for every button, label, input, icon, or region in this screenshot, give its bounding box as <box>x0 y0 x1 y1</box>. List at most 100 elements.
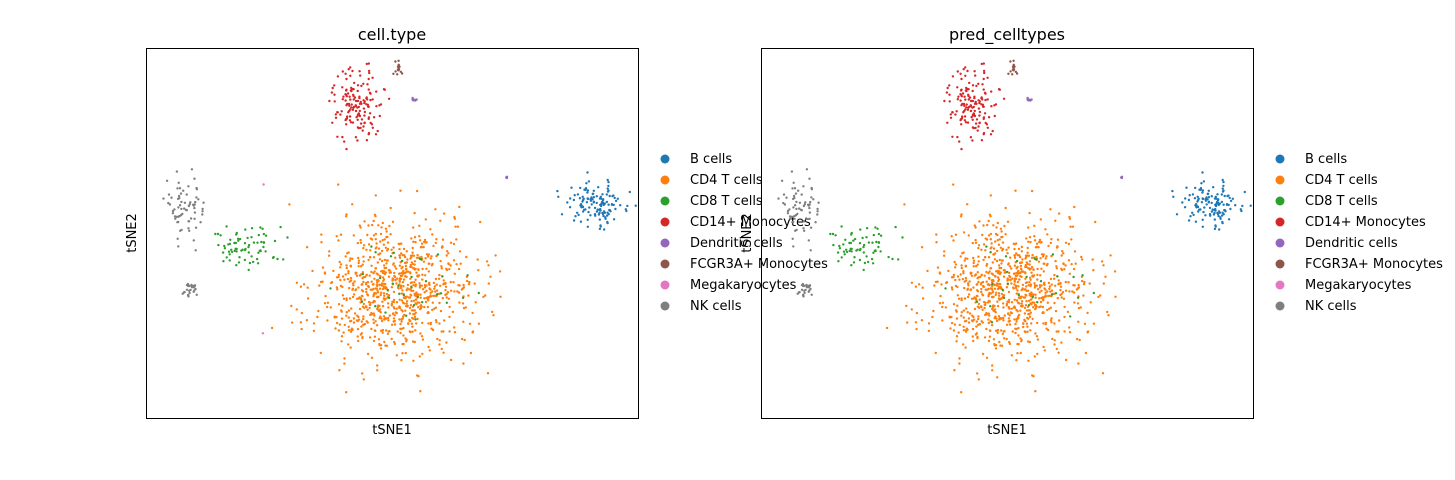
scatter-point <box>1191 211 1194 214</box>
scatter-point <box>365 103 368 106</box>
legend-marker <box>1275 259 1285 269</box>
scatter-point <box>417 268 420 271</box>
scatter-point <box>982 117 985 121</box>
scatter-point <box>862 268 865 272</box>
scatter-point <box>442 351 445 354</box>
scatter-point <box>384 317 388 320</box>
scatter-point <box>427 311 430 314</box>
scatter-point <box>1239 208 1243 211</box>
scatter-point <box>347 343 350 346</box>
scatter-point <box>430 264 434 267</box>
scatter-point <box>400 287 403 290</box>
scatter-point <box>1015 318 1018 321</box>
scatter-point <box>423 305 426 309</box>
scatter-point <box>398 243 401 246</box>
scatter-point <box>1021 258 1024 261</box>
scatter-point <box>195 186 198 190</box>
scatter-point <box>474 301 477 304</box>
scatter-point <box>179 214 183 217</box>
scatter-point <box>178 196 181 200</box>
scatter-point <box>879 250 882 253</box>
scatter-point <box>418 239 422 242</box>
scatter-point <box>439 309 443 313</box>
scatter-point <box>996 276 1000 279</box>
scatter-point <box>1013 283 1016 286</box>
scatter-point <box>382 315 386 318</box>
scatter-point <box>982 258 985 262</box>
scatter-point <box>377 338 381 341</box>
scatter-point <box>1009 60 1012 63</box>
scatter-point <box>352 284 355 287</box>
scatter-point <box>323 302 327 305</box>
scatter-point <box>492 314 495 317</box>
scatter-point <box>375 324 379 327</box>
scatter-point <box>984 313 987 317</box>
scatter-point <box>601 211 604 215</box>
scatter-point <box>1053 301 1056 305</box>
scatter-point <box>329 306 332 309</box>
scatter-point <box>236 237 240 240</box>
scatter-point <box>995 282 999 285</box>
scatter-point <box>989 251 992 254</box>
scatter-point <box>399 322 402 326</box>
scatter-point <box>803 284 806 288</box>
scatter-point <box>1021 305 1024 308</box>
scatter-point <box>367 243 371 246</box>
scatter-point <box>1241 204 1244 208</box>
scatter-point <box>406 283 410 287</box>
scatter-point <box>487 282 490 285</box>
scatter-point <box>362 315 365 318</box>
scatter-point <box>334 116 338 120</box>
scatter-point <box>410 289 413 293</box>
scatter-point <box>398 254 401 257</box>
scatter-point <box>993 274 997 278</box>
scatter-point <box>579 220 583 223</box>
scatter-point <box>357 265 360 268</box>
scatter-point <box>370 280 373 283</box>
scatter-point <box>1034 332 1037 335</box>
scatter-point <box>1006 278 1010 281</box>
scatter-point <box>440 265 443 268</box>
scatter-point <box>572 219 576 222</box>
scatter-point <box>193 177 196 180</box>
scatter-point <box>1029 98 1032 102</box>
scatter-point <box>373 213 377 216</box>
y-axis-label: tSNE2 <box>125 213 140 253</box>
scatter-point <box>604 216 607 219</box>
scatter-point <box>345 77 348 81</box>
scatter-point <box>986 76 989 80</box>
scatter-point <box>380 249 384 253</box>
scatter-point <box>262 245 265 249</box>
scatter-point <box>981 98 984 101</box>
scatter-point <box>395 267 398 270</box>
scatter-point <box>998 272 1002 276</box>
scatter-point <box>943 99 946 103</box>
scatter-point <box>1114 295 1117 298</box>
scatter-point <box>357 339 360 343</box>
scatter-point <box>1187 219 1191 222</box>
scatter-point <box>1036 301 1039 304</box>
scatter-point <box>1068 272 1072 275</box>
scatter-point <box>1216 193 1219 196</box>
scatter-point <box>1210 195 1214 198</box>
scatter-point <box>411 325 414 328</box>
scatter-point <box>357 259 361 262</box>
scatter-point <box>1029 276 1032 279</box>
scatter-point <box>962 231 966 234</box>
scatter-point <box>832 243 835 247</box>
scatter-point <box>499 295 502 298</box>
scatter-point <box>461 302 465 305</box>
scatter-point <box>382 243 386 246</box>
scatter-point <box>1017 247 1021 251</box>
scatter-point <box>1048 287 1051 290</box>
scatter-point <box>188 291 191 295</box>
scatter-point <box>1092 322 1096 325</box>
scatter-point <box>374 194 377 197</box>
scatter-point <box>982 62 985 65</box>
scatter-point <box>386 235 389 239</box>
scatter-point <box>397 272 401 275</box>
scatter-point <box>948 84 951 87</box>
legend-marker <box>1275 154 1285 164</box>
scatter-point <box>1199 208 1202 211</box>
scatter-point <box>1089 301 1092 304</box>
